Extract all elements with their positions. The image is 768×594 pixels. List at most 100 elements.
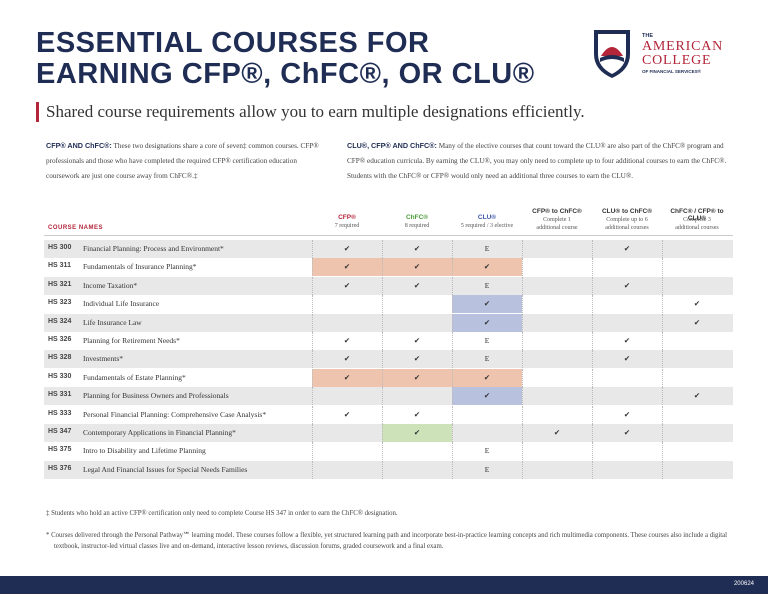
column-subheader: 5 required / 3 elective	[460, 223, 514, 229]
intro-text: Many of the elective courses that count …	[347, 142, 727, 180]
column-divider	[662, 368, 663, 387]
column-divider	[522, 295, 523, 314]
column-divider	[592, 240, 593, 258]
intro-lead: CLU®, CFP® AND ChFC®:	[347, 141, 437, 150]
column-divider	[662, 332, 663, 350]
column-divider	[592, 460, 593, 479]
column-header: CFP® to ChFC®	[532, 208, 582, 215]
column-header: CFP®	[338, 214, 356, 221]
course-code: HS 324	[48, 317, 72, 325]
column-divider	[312, 240, 313, 258]
cell-mark: ✔	[623, 409, 631, 419]
intro-text: These two designations share a core of s…	[46, 142, 319, 180]
column-divider	[382, 442, 383, 461]
column-divider	[522, 442, 523, 461]
course-name: Intro to Disability and Lifetime Plannin…	[83, 446, 206, 456]
column-divider	[592, 368, 593, 387]
course-code: HS 333	[48, 409, 72, 417]
column-divider	[452, 276, 453, 295]
course-name: Planning for Business Owners and Profess…	[83, 391, 229, 401]
course-name: Investments*	[83, 354, 123, 364]
column-divider	[522, 258, 523, 277]
column-divider	[452, 368, 453, 387]
course-name: Fundamentals of Estate Planning*	[83, 372, 186, 382]
footnote: * Courses delivered through the Personal…	[46, 532, 728, 550]
title: ESSENTIAL COURSES FOR EARNING CFP®, ChFC…	[36, 28, 535, 90]
column-divider	[592, 332, 593, 350]
cell-mark: ✔	[343, 336, 351, 345]
cell-highlight	[452, 258, 522, 277]
column-divider	[522, 313, 523, 332]
column-divider	[522, 460, 523, 479]
logo-text: OF FINANCIAL SERVICES®	[642, 68, 702, 74]
cell-highlight	[382, 258, 452, 277]
cell-highlight	[452, 387, 522, 406]
cell-highlight	[312, 258, 382, 277]
course-code: HS 328	[48, 354, 72, 362]
column-divider	[452, 258, 453, 277]
logo-text: COLLEGE	[642, 53, 711, 68]
column-divider	[382, 387, 383, 406]
column-divider	[592, 387, 593, 406]
cell-mark: ✔	[483, 299, 491, 309]
column-divider	[522, 387, 523, 406]
column-divider	[592, 276, 593, 295]
cell-highlight	[312, 368, 382, 387]
column-subheader: Complete up to 6	[606, 217, 648, 223]
title-line: ESSENTIAL COURSES FOR	[36, 27, 430, 59]
column-divider	[662, 276, 663, 295]
column-divider	[382, 332, 383, 350]
course-code: HS 331	[48, 391, 72, 399]
cell-highlight	[452, 295, 522, 314]
cell-mark: ✔	[693, 299, 701, 309]
column-divider	[662, 460, 663, 479]
cell-mark: E	[484, 354, 490, 364]
course-code: HS 311	[48, 262, 71, 270]
cell-mark: ✔	[343, 280, 351, 290]
column-divider	[382, 258, 383, 277]
column-divider	[452, 405, 453, 424]
column-divider	[452, 240, 453, 258]
column-divider	[382, 350, 383, 369]
cell-mark: E	[484, 446, 490, 456]
column-divider	[452, 387, 453, 406]
course-code: HS 330	[48, 372, 72, 380]
column-divider	[592, 424, 593, 442]
column-divider	[662, 350, 663, 369]
column-divider	[662, 295, 663, 314]
table-row: HS 331 Planning for Business Owners and P…	[44, 387, 733, 406]
cell-mark: ✔	[623, 280, 631, 290]
column-divider	[312, 387, 313, 406]
cell-highlight	[382, 424, 452, 442]
column-divider	[312, 332, 313, 350]
course-code: HS 300	[48, 244, 72, 251]
course-code: HS 326	[48, 336, 72, 343]
cell-mark: E	[484, 464, 490, 474]
column-divider	[522, 350, 523, 369]
column-header: ChFC® / CFP® to CLU®	[670, 208, 724, 222]
column-divider	[452, 442, 453, 461]
column-divider	[662, 424, 663, 442]
cell-mark: E	[484, 336, 490, 345]
column-subheader: 7 required	[334, 223, 360, 229]
table-row: HS 375 Intro to Disability and Lifetime P…	[44, 442, 733, 461]
column-subheader: additional courses	[605, 225, 649, 231]
cell-mark: ✔	[623, 244, 631, 253]
column-divider	[382, 313, 383, 332]
cell-mark: ✔	[413, 280, 421, 290]
cell-highlight	[452, 313, 522, 332]
column-subheader: additional courses	[675, 225, 719, 231]
logo-text: AMERICAN	[642, 39, 723, 54]
logo: THE AMERICAN COLLEGE OF FINANCIAL SERVIC…	[594, 30, 723, 78]
column-header: COURSE NAMES	[48, 225, 104, 231]
column-divider	[382, 424, 383, 442]
cell-mark: ✔	[413, 372, 421, 382]
course-code: HS 347	[48, 428, 72, 435]
cell-mark: ✔	[413, 244, 421, 253]
cell-mark: ✔	[413, 336, 421, 345]
course-name: Fundamentals of Insurance Planning*	[83, 262, 197, 272]
column-header: CLU® to ChFC®	[601, 208, 652, 215]
cell-mark: ✔	[343, 354, 351, 364]
column-divider	[592, 313, 593, 332]
